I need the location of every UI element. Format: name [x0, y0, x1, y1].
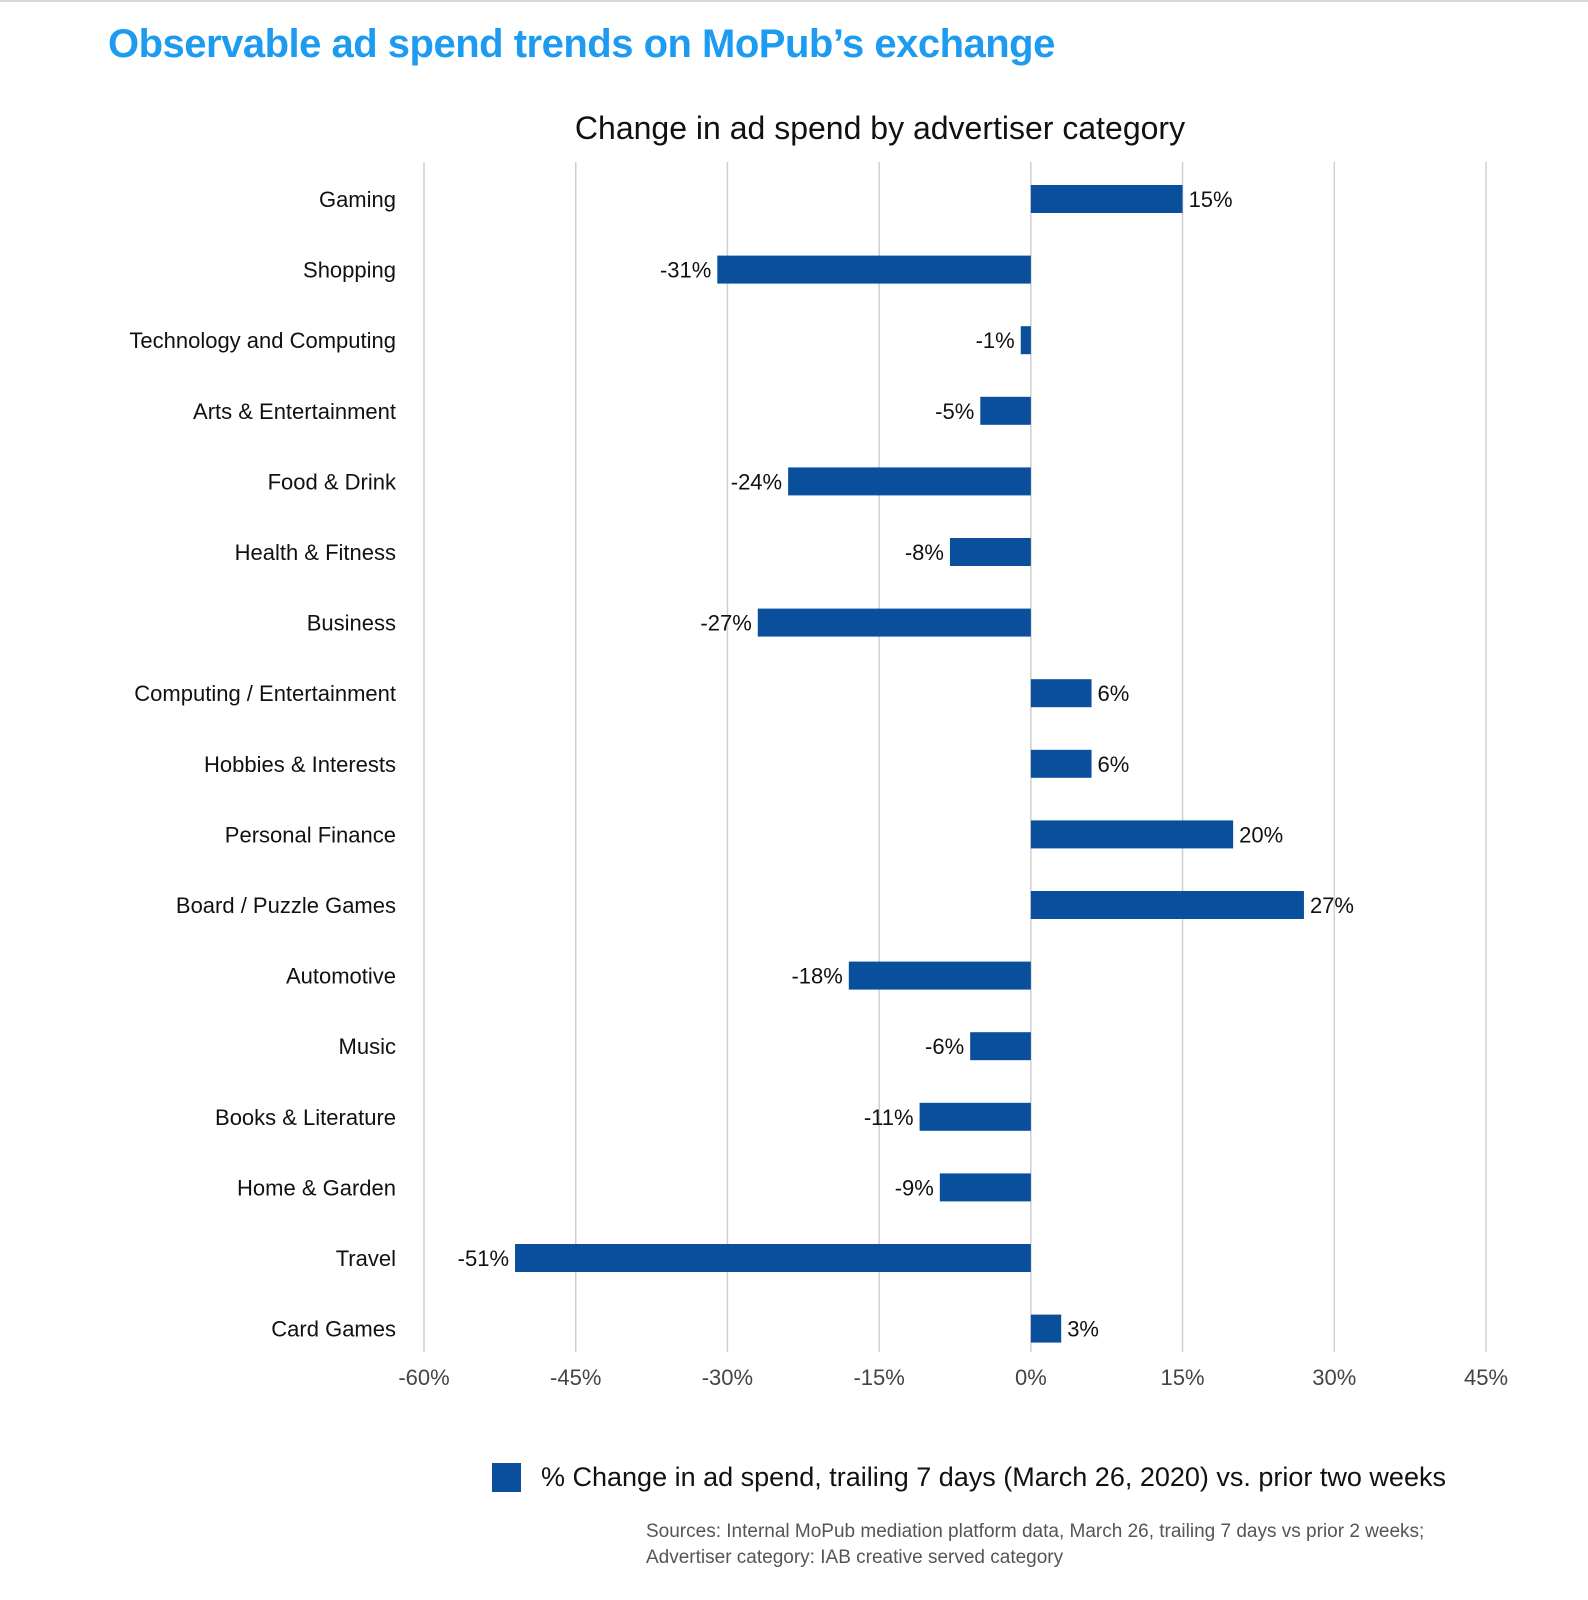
data-label: -31%	[660, 258, 711, 283]
bar	[980, 396, 1031, 425]
labels: -60% -45% -30% -15% 0% 15% 30% 45% Gaming 15% Shop…	[129, 187, 1508, 1390]
bar	[1020, 326, 1031, 355]
category-label: Music	[339, 1034, 396, 1059]
data-label: -8%	[905, 540, 944, 565]
chart-legend: % Change in ad spend, trailing 7 days (M…	[492, 1462, 1446, 1493]
category-label: Personal Finance	[225, 822, 396, 847]
x-tick-label: 30%	[1312, 1365, 1356, 1390]
gridlines	[423, 162, 1487, 1352]
sources-line: Advertiser category: IAB creative served…	[646, 1547, 1064, 1568]
data-label: -1%	[976, 328, 1015, 353]
data-label: -11%	[864, 1105, 914, 1130]
category-label: Technology and Computing	[129, 328, 396, 353]
bar	[757, 608, 1031, 637]
bar-chart: Change in ad spend by advertiser categor…	[129, 110, 1508, 1390]
bar	[970, 1032, 1031, 1061]
data-label: 6%	[1098, 752, 1130, 777]
bar	[515, 1244, 1031, 1272]
data-label: -27%	[700, 611, 751, 636]
x-tick-label: -60%	[398, 1365, 449, 1390]
bar	[788, 467, 1031, 496]
bar	[919, 1102, 1031, 1131]
bar	[1030, 749, 1092, 778]
x-tick-label: 45%	[1464, 1365, 1508, 1390]
data-label: 6%	[1098, 681, 1130, 706]
data-label: -5%	[935, 399, 974, 424]
category-label: Home & Garden	[237, 1175, 396, 1200]
category-label: Card Games	[271, 1317, 396, 1342]
bar	[1030, 679, 1092, 708]
sources-line: Sources: Internal MoPub mediation platfo…	[646, 1521, 1425, 1542]
chart-title: Change in ad spend by advertiser categor…	[575, 110, 1185, 146]
data-label: 3%	[1067, 1317, 1099, 1342]
sources-note: Sources: Internal MoPub mediation platfo…	[646, 1519, 1424, 1571]
data-label: -51%	[458, 1246, 509, 1271]
category-label: Automotive	[286, 964, 396, 989]
page-title: Observable ad spend trends on MoPub’s ex…	[108, 22, 1055, 66]
data-label: -9%	[895, 1175, 934, 1200]
category-label: Computing / Entertainment	[134, 681, 396, 706]
x-tick-label: 15%	[1161, 1365, 1205, 1390]
category-label: Arts & Entertainment	[193, 399, 396, 424]
category-label: Business	[307, 611, 396, 636]
category-label: Books & Literature	[215, 1105, 396, 1130]
category-label: Food & Drink	[268, 469, 397, 494]
legend-swatch	[492, 1463, 521, 1492]
bars	[515, 185, 1304, 1343]
category-label: Health & Fitness	[235, 540, 396, 565]
bar	[939, 1173, 1031, 1202]
legend-label: % Change in ad spend, trailing 7 days (M…	[541, 1462, 1446, 1492]
bar	[848, 961, 1031, 990]
top-rule	[0, 0, 1588, 2]
category-label: Shopping	[303, 258, 396, 283]
category-label: Gaming	[319, 187, 396, 212]
category-label: Travel	[336, 1246, 396, 1271]
bar	[717, 255, 1031, 284]
category-label: Board / Puzzle Games	[176, 893, 396, 918]
category-label: Hobbies & Interests	[204, 752, 396, 777]
data-label: -24%	[731, 469, 782, 494]
data-label: 15%	[1189, 187, 1233, 212]
x-tick-label: -15%	[853, 1365, 904, 1390]
bar	[949, 538, 1031, 566]
data-label: -18%	[791, 964, 842, 989]
x-tick-label: -45%	[550, 1365, 601, 1390]
bar	[1030, 891, 1304, 919]
x-tick-label: -30%	[702, 1365, 753, 1390]
data-label: 27%	[1310, 893, 1354, 918]
bar	[1030, 820, 1234, 849]
data-label: 20%	[1239, 822, 1283, 847]
data-label: -6%	[925, 1034, 964, 1059]
x-tick-label: 0%	[1015, 1365, 1047, 1390]
bar	[1030, 1314, 1062, 1343]
bar	[1030, 185, 1183, 213]
